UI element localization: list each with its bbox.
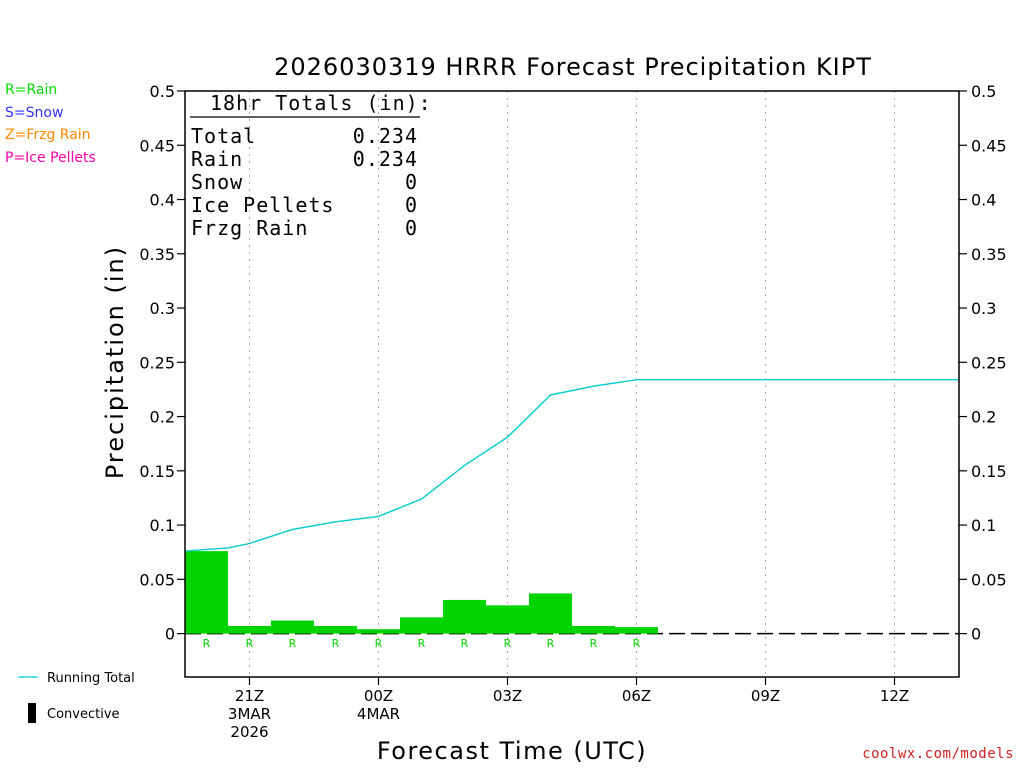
y-tick-label-left-0.1: 0.1 [150,516,175,535]
totals-value-4: 0 [405,216,418,240]
y-tick-label-left-0.05: 0.05 [139,570,175,589]
y-tick-label-left-0.15: 0.15 [139,462,175,481]
y-tick-label-left-0.5: 0.5 [150,82,175,101]
x-tick-label-21Z-1: 3MAR [228,705,271,723]
x-axis-label: Forecast Time (UTC) [377,737,647,765]
y-tick-label-right-0: 0 [971,625,981,644]
x-tick-label-21Z-0: 21Z [235,687,264,705]
precip-bar-7 [486,605,529,634]
y-tick-label-right-0.25: 0.25 [971,353,1007,372]
precip-type-label-9: R [590,637,598,650]
y-tick-label-right-0.2: 0.2 [971,408,996,427]
x-tick-label-21Z-2: 2026 [230,723,268,741]
x-tick-label-12Z-0: 12Z [880,687,909,705]
precip-bar-4 [357,629,400,634]
totals-label-1: Rain [191,147,243,171]
precip-type-label-4: R [375,637,383,650]
y-tick-label-left-0.4: 0.4 [150,191,175,210]
totals-value-1: 0.234 [353,147,418,171]
convective-legend-swatch [28,703,36,723]
totals-box: 18hr Totals (in): Total 0.234 Rain 0.234 Sno… [190,91,432,240]
x-tick-label-06Z-0: 06Z [622,687,651,705]
totals-label-2: Snow [191,170,243,194]
precip-type-label-3: R [332,637,340,650]
y-tick-label-right-0.5: 0.5 [971,82,996,101]
precip-bar-6 [443,599,486,634]
precip-type-label-10: R [633,637,641,650]
plot-frame [184,90,960,678]
y-tick-label-right-0.35: 0.35 [971,245,1007,264]
precip-type-label-0: R [203,637,211,650]
precip-type-label-5: R [418,637,426,650]
totals-label-4: Frzg Rain [191,216,308,240]
y-tick-label-left-0.45: 0.45 [139,136,175,155]
precip-bar-10 [615,627,658,634]
precip-type-label-1: R [246,637,254,650]
chart-title: 2026030319 HRRR Forecast Precipitation K… [274,53,872,81]
y-tick-label-right-0.05: 0.05 [971,570,1007,589]
y-tick-label-right-0.15: 0.15 [971,462,1007,481]
totals-heading: 18hr Totals (in): [210,91,432,115]
y-tick-label-left-0.25: 0.25 [139,353,175,372]
y-tick-label-left-0.35: 0.35 [139,245,175,264]
credit-link[interactable]: coolwx.com/models [862,746,1014,762]
totals-value-3: 0 [405,193,418,217]
x-tick-label-00Z-0: 00Z [364,687,393,705]
y-tick-label-right-0.3: 0.3 [971,299,996,318]
y-tick-label-left-0.3: 0.3 [150,299,175,318]
totals-label-3: Ice Pellets [191,193,334,217]
precip-type-label-8: R [547,637,555,650]
totals-label-0: Total [191,124,256,148]
totals-value-0: 0.234 [353,124,418,148]
precip-bar-9 [572,625,615,634]
x-tick-label-03Z-0: 03Z [493,687,522,705]
precip-bar-5 [400,617,443,634]
precip-type-label-6: R [461,637,469,650]
precip-bar-3 [314,625,357,634]
y-axis-label: Precipitation (in) [101,245,129,479]
y-tick-label-left-0.2: 0.2 [150,408,175,427]
running-total-line [184,379,959,552]
precip-bar-8 [529,593,572,634]
y-tick-label-right-0.1: 0.1 [971,516,996,535]
legend-rain-code: R=Rain [5,82,58,98]
convective-legend-label: Convective [47,707,120,722]
legend-frzg-rain-code: Z=Frzg Rain [5,127,91,143]
precip-bar-0 [185,551,228,634]
y-tick-label-right-0.4: 0.4 [971,191,996,210]
precip-type-label-7: R [504,637,512,650]
bottom-legend: Running Total Convective [18,671,135,723]
precip-bar-2 [271,620,314,634]
x-tick-label-00Z-1: 4MAR [357,705,400,723]
y-tick-label-left-0: 0 [165,625,175,644]
x-tick-label-09Z-0: 09Z [751,687,780,705]
precip-bar-1 [228,625,271,634]
vertical-gridlines [249,91,895,677]
running-total-line-group [184,379,959,552]
totals-value-2: 0 [405,170,418,194]
precip-type-label-2: R [289,637,297,650]
legend-ice-pellets-code: P=Ice Pellets [5,150,96,166]
running-total-legend-label: Running Total [47,671,135,686]
legend-snow-code: S=Snow [5,105,64,121]
y-axes: 0 00.05 0.050.1 0.10.15 0.150.2 0.20.25 0.250.… [139,82,1006,644]
y-tick-label-right-0.45: 0.45 [971,136,1007,155]
